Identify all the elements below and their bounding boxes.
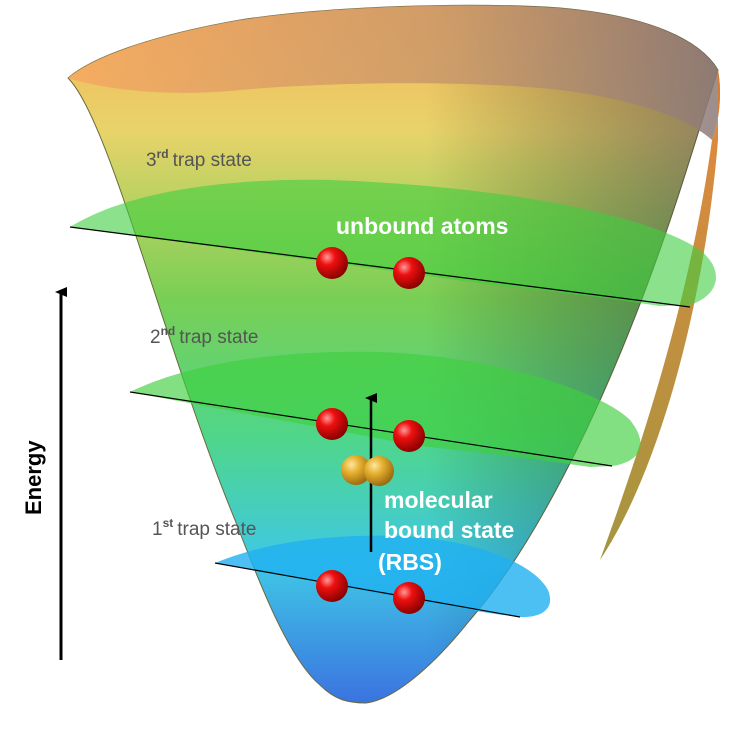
label-3rd-trap-state: 3rd trap state — [146, 147, 252, 171]
label-1st-trap-state: 1st trap state — [152, 516, 256, 540]
paraboloid-rim — [68, 5, 720, 140]
energy-axis-label: Energy — [21, 440, 46, 515]
atom — [393, 582, 425, 614]
label-2nd-trap-state: 2nd trap state — [150, 324, 258, 348]
molecule — [341, 455, 394, 486]
atom — [393, 257, 425, 289]
atom — [316, 247, 348, 279]
plane-1st-trap-state — [214, 535, 551, 618]
label-unbound-atoms: unbound atoms — [336, 213, 508, 239]
label-bound-state: bound state — [384, 517, 514, 543]
atom — [316, 408, 348, 440]
plane-3rd-trap-state — [69, 179, 717, 308]
atom — [316, 570, 348, 602]
label-rbs: (RBS) — [378, 549, 442, 575]
label-molecular: molecular — [384, 487, 493, 513]
atom — [393, 420, 425, 452]
